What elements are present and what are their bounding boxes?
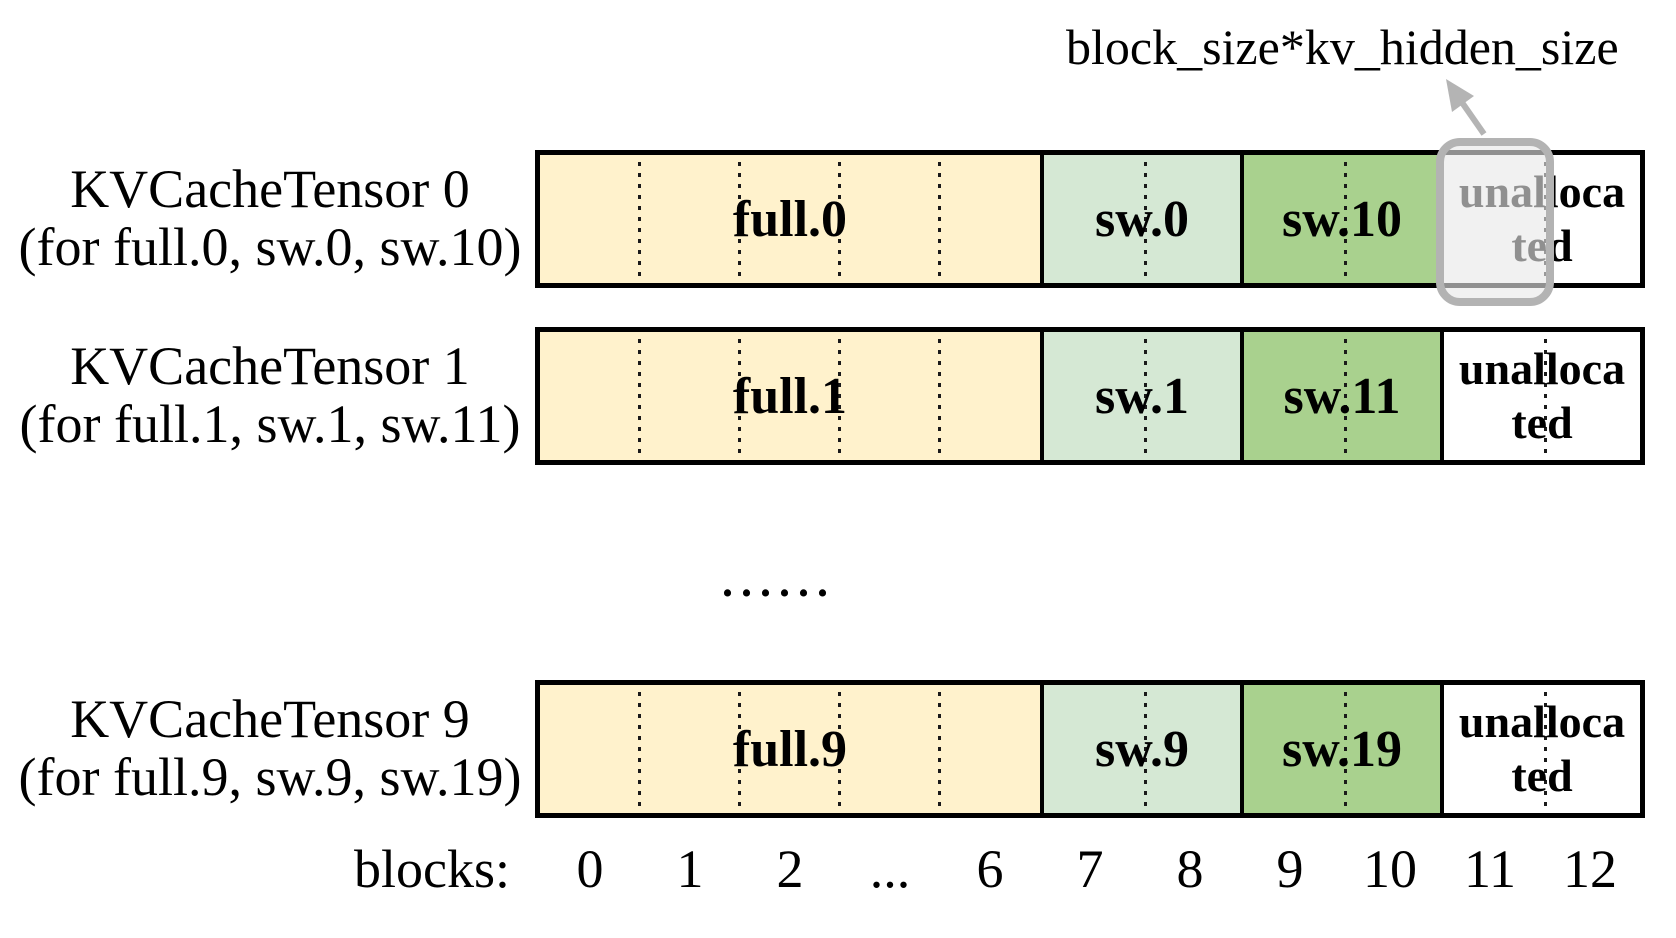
segment-label: unallocated [1458, 343, 1626, 448]
tensor-1-full-segment: full.1 [540, 332, 1040, 460]
segment-label: unallocated [1458, 696, 1626, 801]
block-tick-2: 2 [776, 839, 804, 899]
block-divider [838, 692, 841, 806]
block-tick-12: 12 [1563, 839, 1617, 899]
block-tick-6: 6 [976, 839, 1004, 899]
tensor-9-sw2-segment: sw.19 [1240, 685, 1440, 813]
block-divider [1544, 339, 1547, 453]
block-tick-8: 8 [1176, 839, 1204, 899]
block-divider [1344, 162, 1347, 276]
block-divider [638, 339, 641, 453]
block-tick-0: 0 [576, 839, 604, 899]
block-divider [1144, 162, 1147, 276]
row-subtitle: (for full.1, sw.1, sw.11) [19, 394, 521, 454]
row-title: KVCacheTensor 1 [70, 336, 470, 396]
tensor-0-sw2-segment: sw.10 [1240, 155, 1440, 283]
block-divider [638, 692, 641, 806]
block-divider [638, 162, 641, 276]
tensor-1-bar: full.1 sw.1 sw.11 unallocated [535, 327, 1645, 465]
block-divider [1144, 339, 1147, 453]
block-divider [1544, 692, 1547, 806]
tensor-1-unallocated-segment: unallocated [1440, 332, 1640, 460]
block-tick-9: 9 [1276, 839, 1304, 899]
tensor-0-sw-segment: sw.0 [1040, 155, 1240, 283]
segment-label: sw.19 [1282, 720, 1402, 778]
block-divider [1344, 692, 1347, 806]
row-subtitle: (for full.0, sw.0, sw.10) [18, 217, 522, 277]
block-tick-10: 10 [1363, 839, 1417, 899]
block-divider [738, 162, 741, 276]
segment-label: full.9 [732, 720, 848, 778]
block-divider [938, 162, 941, 276]
tensor-1-sw2-segment: sw.11 [1240, 332, 1440, 460]
block-divider [738, 339, 741, 453]
tensor-9-full-segment: full.9 [540, 685, 1040, 813]
row-subtitle: (for full.9, sw.9, sw.19) [18, 747, 522, 807]
block-size-annotation: block_size*kv_hidden_size [1066, 19, 1619, 75]
row-title: KVCacheTensor 0 [70, 159, 470, 219]
block-divider [1144, 692, 1147, 806]
block-divider [1344, 339, 1347, 453]
rows-ellipsis: ...... [722, 557, 836, 606]
segment-label: sw.0 [1095, 190, 1189, 248]
block-tick-11: 11 [1464, 839, 1516, 899]
row-label-tensor-0: KVCacheTensor 0 (for full.0, sw.0, sw.10… [0, 160, 540, 276]
block-tick-ellipsis: ... [869, 839, 911, 899]
tensor-9-sw-segment: sw.9 [1040, 685, 1240, 813]
block-divider [938, 692, 941, 806]
segment-label: sw.1 [1095, 367, 1189, 425]
segment-label: sw.11 [1283, 367, 1401, 425]
block-divider [838, 162, 841, 276]
segment-label: full.1 [732, 367, 848, 425]
segment-label: sw.9 [1095, 720, 1189, 778]
block-tick-1: 1 [676, 839, 704, 899]
tensor-0-full-segment: full.0 [540, 155, 1040, 283]
tensor-9-unallocated-segment: unallocated [1440, 685, 1640, 813]
block-tick-7: 7 [1076, 839, 1104, 899]
block-divider [838, 339, 841, 453]
row-label-tensor-1: KVCacheTensor 1 (for full.1, sw.1, sw.11… [0, 337, 540, 453]
row-label-tensor-9: KVCacheTensor 9 (for full.9, sw.9, sw.19… [0, 690, 540, 806]
blocks-axis-label: blocks: [354, 839, 510, 899]
tensor-1-sw-segment: sw.1 [1040, 332, 1240, 460]
tensor-9-bar: full.9 sw.9 sw.19 unallocated [535, 680, 1645, 818]
segment-label: sw.10 [1282, 190, 1402, 248]
row-title: KVCacheTensor 9 [70, 689, 470, 749]
block-divider [738, 692, 741, 806]
block-divider [938, 339, 941, 453]
annotation-arrow-icon [1446, 79, 1487, 136]
segment-label: full.0 [732, 190, 848, 248]
highlighted-block-outline [1436, 138, 1554, 306]
